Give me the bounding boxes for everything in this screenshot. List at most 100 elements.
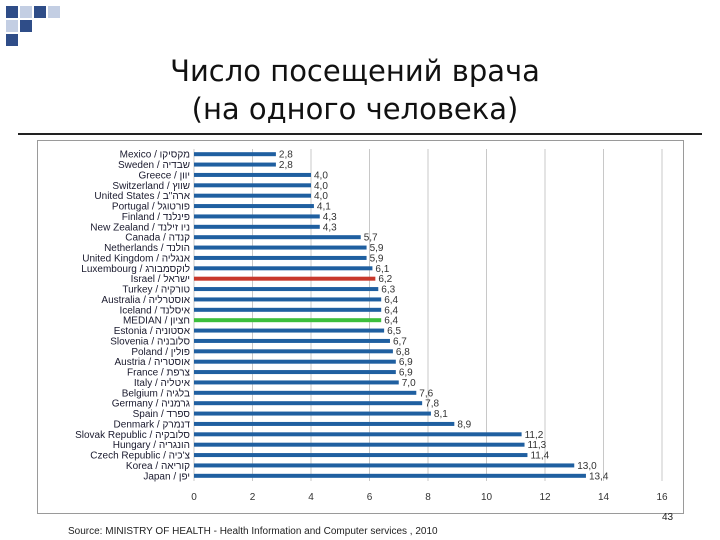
deco-square	[20, 20, 32, 32]
chart-panel: 0 2 4 6 8 10 12 14 16 Mexico / מקסיקו 2,8 Sweden / …	[37, 140, 684, 514]
category-label: MEDIAN / חציון	[123, 316, 190, 327]
value-label: 6,3	[381, 285, 395, 296]
bar	[194, 193, 311, 198]
category-label: Hungary / הונגריה	[113, 440, 190, 451]
value-label: 7,6	[419, 388, 433, 399]
x-tick-label: 4	[308, 492, 314, 503]
bar	[194, 255, 367, 260]
deco-square	[6, 34, 18, 46]
bar	[194, 297, 382, 302]
value-label: 8,9	[457, 419, 471, 430]
category-label: Germany / גרמניה	[112, 399, 190, 410]
bar	[194, 266, 373, 271]
deco-square	[6, 20, 18, 32]
value-label: 4,0	[314, 170, 328, 181]
title-divider	[18, 133, 702, 135]
deco-square	[20, 6, 32, 18]
x-tick-label: 8	[425, 492, 431, 503]
x-tick-label: 12	[539, 492, 551, 503]
bar	[194, 204, 314, 209]
category-label: Iceland / איסלנד	[119, 304, 190, 316]
value-label: 6,7	[393, 336, 407, 347]
category-label: New Zealand / ניו זילנד	[90, 221, 190, 233]
source-note: Source: MINISTRY OF HEALTH - Health Info…	[68, 526, 438, 537]
category-label: Canada / קנדה	[125, 233, 190, 244]
x-tick-label: 0	[191, 492, 197, 503]
category-label: Poland / פולין	[131, 346, 190, 358]
category-label: Greece / יוון	[138, 170, 190, 181]
value-label: 2,8	[279, 150, 293, 161]
bar	[194, 370, 396, 375]
value-label: 6,4	[384, 316, 398, 327]
value-label: 8,1	[434, 409, 448, 420]
bar	[194, 307, 382, 312]
value-label: 5,9	[370, 253, 384, 264]
value-label: 6,4	[384, 295, 398, 306]
category-label: United States / ארה"ב	[94, 191, 190, 202]
bar	[194, 359, 396, 364]
category-label: Belgium / בלגיה	[122, 387, 190, 399]
value-label: 11,4	[530, 451, 549, 462]
value-label: 6,4	[384, 305, 398, 316]
bar-chart: 0 2 4 6 8 10 12 14 16 Mexico / מקסיקו 2,8 Sweden / …	[75, 149, 668, 503]
deco-square	[34, 6, 46, 18]
bar	[194, 401, 423, 406]
value-label: 13,0	[577, 461, 597, 472]
category-label: Finland / פינלנד	[122, 211, 190, 223]
deco-square	[48, 6, 60, 18]
value-label: 7,8	[425, 399, 439, 410]
bar	[194, 463, 575, 468]
bar	[194, 421, 455, 426]
category-label: Austria / אוסטריה	[114, 357, 190, 368]
bar	[194, 318, 382, 323]
value-label: 7,0	[402, 378, 416, 389]
x-tick-label: 2	[250, 492, 256, 503]
category-label: Spain / ספרד	[133, 409, 191, 420]
value-label: 4,1	[317, 202, 331, 213]
x-tick-label: 16	[656, 492, 668, 503]
bar	[194, 276, 376, 281]
bar	[194, 432, 522, 437]
value-label: 13,4	[589, 471, 609, 482]
category-label: Netherlands / הולנד	[104, 242, 190, 254]
category-label: Slovenia / סלובניה	[110, 335, 190, 347]
category-label: Estonia / אסטוניה	[114, 326, 191, 337]
category-label: Turkey / טורקיה	[122, 285, 190, 296]
bar	[194, 183, 311, 188]
bar	[194, 453, 528, 458]
deco-square	[6, 6, 18, 18]
value-label: 4,3	[323, 222, 337, 233]
category-label: Denmark / דנמרק	[114, 419, 191, 430]
category-label: Portugal / פורטוגל	[112, 201, 190, 213]
x-tick-label: 14	[598, 492, 610, 503]
value-label: 4,0	[314, 191, 328, 202]
category-label: Slovak Republic / סלובקיה	[75, 429, 190, 441]
category-label: Japan / יפן	[143, 471, 190, 482]
value-label: 11,2	[525, 430, 544, 441]
category-label: France / צרפת	[127, 368, 191, 379]
bar	[194, 473, 586, 478]
category-label: Sweden / שבדיה	[118, 160, 190, 171]
value-label: 6,5	[387, 326, 401, 337]
value-label: 4,3	[323, 212, 337, 223]
value-label: 6,2	[378, 274, 392, 285]
bar	[194, 245, 367, 250]
bar	[194, 172, 311, 177]
x-tick-label: 10	[481, 492, 493, 503]
bar	[194, 235, 361, 240]
value-label: 2,8	[279, 160, 293, 171]
value-label: 11,3	[528, 440, 547, 451]
category-label: Israel / ישראל	[131, 273, 190, 285]
category-label: Australia / אוסטרליה	[101, 294, 190, 306]
category-label: Mexico / מקסיקו	[120, 150, 190, 161]
category-label: United Kingdom / אנגליה	[82, 252, 190, 264]
value-label: 6,8	[396, 347, 410, 358]
category-label: Czech Republic / צ'כיה	[90, 451, 190, 462]
x-tick-label: 6	[367, 492, 373, 503]
value-label: 6,1	[375, 264, 389, 275]
bar	[194, 224, 320, 229]
bar	[194, 411, 431, 416]
bar	[194, 390, 417, 395]
bar	[194, 380, 399, 385]
category-label: Luxembourg / לוקסמבורג	[81, 263, 190, 275]
